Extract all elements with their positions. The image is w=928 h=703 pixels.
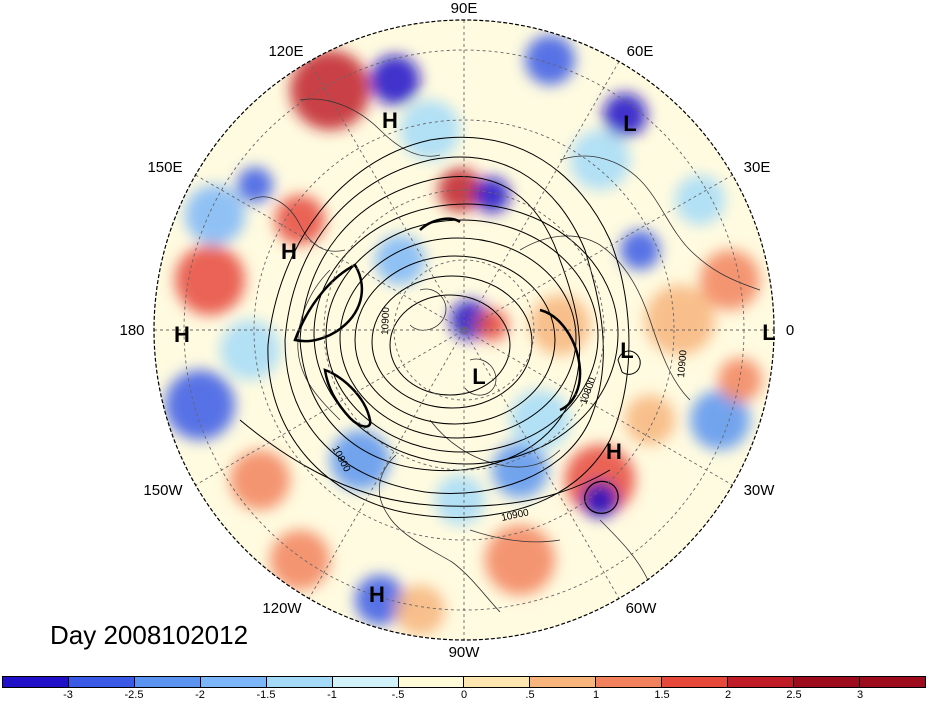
colorbar-tick-label: 3 [856, 689, 864, 701]
map-border [153, 19, 775, 641]
colorbar-tick-label: -3 [63, 689, 73, 701]
lon-label-90w: 90W [449, 644, 481, 661]
colorbar-segment [464, 677, 531, 687]
anomaly-blob [435, 475, 485, 525]
anomaly-blob [510, 390, 570, 450]
colorbar-tick-label: 1 [592, 689, 600, 701]
anomaly-blob [525, 35, 575, 85]
anomaly-blob [690, 390, 750, 450]
colorbar-tick-labels: -3 -2.5 -2 -1.5 -1 -.5 0 .5 1 1.5 2 2.5 3 [0, 689, 928, 703]
anomaly-blob [355, 575, 405, 625]
lon-label-30w: 30W [744, 482, 776, 499]
anomaly-blob [570, 130, 630, 190]
contour-label: 10900 [676, 349, 689, 378]
lon-label-150e: 150E [147, 159, 182, 176]
colorbar-tick-label: .5 [525, 689, 535, 701]
lon-label-120w: 120W [262, 600, 302, 617]
colorbar-tick-label: 2.5 [786, 689, 802, 701]
colorbar-tick-label: -1 [327, 689, 337, 701]
colorbar-segment [3, 677, 69, 687]
anomaly-blob [582, 482, 618, 518]
pressure-system-marker: L [472, 364, 485, 389]
anomaly-blob [485, 525, 555, 595]
anomaly-blob [718, 358, 762, 402]
colorbar-tick-label: -1.5 [256, 689, 276, 701]
anomaly-blob [220, 320, 280, 380]
lon-label-90e: 90E [451, 0, 478, 17]
colorbar-segment [662, 677, 729, 687]
anomaly-blob [375, 235, 425, 285]
anomaly-blob [395, 585, 445, 635]
graticule [154, 20, 774, 640]
anomaly-blob [603, 93, 647, 137]
lon-label-0: 0 [786, 322, 794, 339]
anomaly-blob [620, 230, 660, 270]
anomaly-blob [400, 100, 460, 160]
pressure-system-marker: H [369, 582, 385, 607]
colorbar-segment [596, 677, 663, 687]
colorbar-segment [68, 677, 135, 687]
anomaly-blob [290, 50, 370, 130]
anomaly-blob [175, 245, 245, 315]
lon-label-120e: 120E [268, 43, 303, 60]
colorbar-tick-label: -.5 [391, 689, 405, 701]
colorbar-segment [398, 677, 465, 687]
anomaly-blob [330, 430, 390, 490]
anomaly-blob [275, 195, 325, 245]
colorbar-segment [200, 677, 267, 687]
colorbar-segment [134, 677, 201, 687]
lon-label-150w: 150W [143, 482, 183, 499]
colorbar-segment [794, 677, 860, 687]
lon-label-180: 180 [119, 322, 144, 339]
anomaly-blob [270, 530, 330, 590]
coastlines [249, 98, 761, 613]
anomaly-blob [185, 185, 245, 245]
colorbar-segment [728, 677, 795, 687]
pressure-system-marker: H [174, 322, 190, 347]
pressure-system-marker: H [382, 108, 398, 133]
colorbar-tick-label: 2 [724, 689, 732, 701]
colorbar-tick-label: -2 [195, 689, 205, 701]
anomaly-blob [675, 175, 725, 225]
anomaly-blob [645, 285, 715, 355]
pressure-system-marker: H [281, 239, 297, 264]
colorbar-segment [530, 677, 597, 687]
pressure-system-marker: H [606, 439, 622, 464]
longitude-labels: 90E 60E 30E 0 30W 60W 90W 120W 150W 180 … [119, 0, 794, 661]
colorbar-segment [266, 677, 333, 687]
anomaly-blob [700, 250, 760, 310]
anomaly-blob [625, 395, 675, 445]
anomaly-blob [165, 370, 235, 440]
map-title: Day 2008102012 [50, 620, 249, 650]
anomaly-blob [492, 442, 548, 498]
colorbar [2, 676, 926, 688]
anomaly-blob [370, 55, 420, 105]
colorbar-tick-label: 0 [460, 689, 468, 701]
lon-label-60e: 60E [627, 43, 654, 60]
anomaly-field [154, 20, 774, 640]
anomaly-blob [230, 450, 290, 510]
colorbar-segment [859, 677, 925, 687]
pressure-system-marker: L [623, 111, 636, 136]
lon-label-60w: 60W [626, 600, 658, 617]
colorbar-segment [332, 677, 399, 687]
lon-label-30e: 30E [744, 159, 771, 176]
pressure-systems: H L H H H L L L H H [174, 108, 776, 607]
pressure-system-marker: L [762, 320, 775, 345]
contour-label: 10900 [380, 306, 392, 335]
colorbar-tick-label: 1.5 [654, 689, 670, 701]
anomaly-blob [237, 167, 273, 203]
anomaly-blob [474, 177, 510, 213]
height-contours [239, 136, 641, 518]
colorbar-tick-label: -2.5 [124, 689, 144, 701]
anomaly-blob [530, 295, 590, 355]
pressure-system-marker: L [620, 338, 633, 363]
